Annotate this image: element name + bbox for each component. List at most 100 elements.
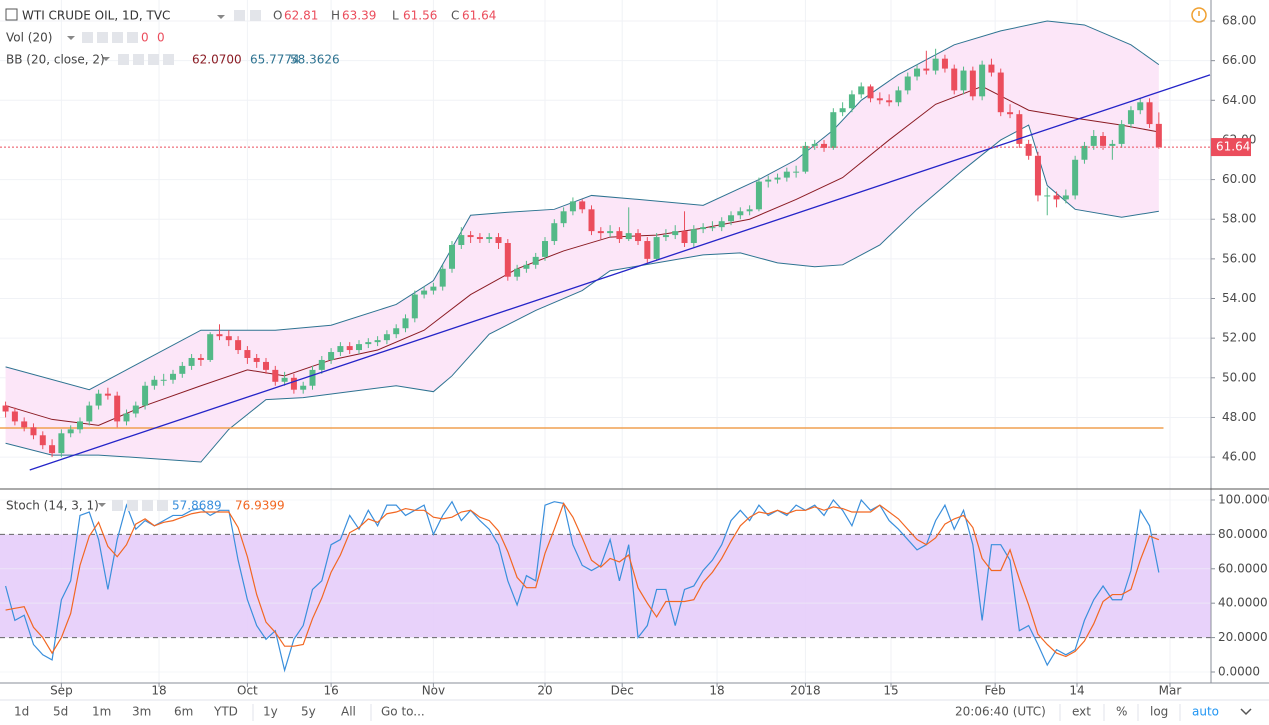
candle-body (365, 342, 372, 345)
candle-body (393, 328, 400, 335)
candle-body (997, 72, 1004, 113)
candle-body (988, 64, 995, 73)
x-tick-label: Dec (611, 684, 634, 698)
candle-body (811, 143, 818, 146)
candle-body (802, 145, 809, 172)
toolbar-clock[interactable]: 20:06:40 (UTC) (955, 705, 1046, 719)
toolbar-menu[interactable] (1240, 708, 1252, 716)
candle-body (1118, 124, 1125, 144)
candle-body (569, 201, 576, 212)
candle-body (523, 264, 530, 269)
candle-body (216, 334, 223, 337)
bb-upper (5, 20, 1160, 391)
x-tick-label: 2018 (790, 684, 821, 698)
candle-body (625, 233, 632, 240)
candle-body (700, 227, 707, 230)
toolbar-button[interactable]: Go to... (381, 705, 425, 719)
toolbar-button[interactable]: YTD (213, 705, 238, 719)
candle-body (1025, 143, 1032, 156)
candle-body (876, 98, 883, 101)
trendline (29, 74, 1211, 471)
candle-body (886, 100, 893, 103)
candle-body (495, 237, 502, 244)
y-tick-label: 68.00 (1222, 14, 1256, 28)
candle-body (839, 108, 846, 113)
toolbar-button[interactable]: 1d (14, 705, 29, 719)
y-tick-label: 60.0000 (1218, 561, 1268, 575)
candle-body (1044, 195, 1051, 197)
stoch-line (5, 498, 1160, 673)
x-tick-label: 15 (883, 684, 898, 698)
toolbar-button[interactable]: 6m (174, 705, 193, 719)
dropdown-caret[interactable] (67, 36, 75, 40)
candle-body (867, 86, 874, 99)
candle-body (1127, 110, 1134, 125)
candle-body (858, 86, 865, 95)
toolbar-button[interactable]: % (1116, 705, 1127, 719)
candle-body (2, 405, 9, 412)
candle-body (225, 336, 232, 341)
candle-body (30, 427, 37, 436)
candle-body (160, 379, 167, 381)
candle-body (904, 76, 911, 91)
bb-fill (5, 21, 1159, 463)
candle-body (979, 64, 986, 97)
candle-body (895, 90, 902, 103)
candle-body (783, 171, 790, 178)
toolbar-button[interactable]: 1y (263, 705, 278, 719)
ohlc-key: H (331, 9, 340, 23)
x-tick-label: Oct (237, 684, 258, 698)
bb-value: 58.3626 (290, 53, 340, 67)
candle-body (411, 294, 418, 319)
toolbar-button[interactable]: ext (1072, 705, 1091, 719)
candle-body (635, 233, 642, 242)
candle-body (374, 340, 381, 343)
candle-body (58, 433, 65, 454)
volume-value: 0 (141, 31, 149, 45)
candle-body (132, 405, 139, 414)
candle-body (67, 429, 74, 434)
candle-body (597, 231, 604, 234)
chart-title: WTI CRUDE OIL, 1D, TVC (22, 9, 170, 23)
collapse-icon[interactable] (5, 8, 18, 21)
candle-body (774, 177, 781, 180)
candle-body (439, 268, 446, 287)
toolbar-button[interactable]: auto (1192, 705, 1219, 719)
y-tick-label: 80.0000 (1218, 527, 1268, 541)
candle-body (383, 334, 390, 341)
candle-body (793, 171, 800, 173)
candle-body (290, 377, 297, 390)
candle-body (718, 221, 725, 228)
candle-body (328, 352, 335, 360)
candle-body (672, 231, 679, 236)
toolbar-button[interactable]: 5y (301, 705, 316, 719)
alert-icon[interactable] (1191, 7, 1207, 23)
bb-lower (5, 124, 1159, 463)
legend-icons (82, 10, 261, 511)
toolbar-button[interactable]: 5d (53, 705, 68, 719)
ohlc-value: 63.39 (342, 9, 376, 23)
toolbar-button[interactable]: 1m (92, 705, 111, 719)
toolbar-button[interactable]: 3m (132, 705, 151, 719)
candle-body (86, 405, 93, 422)
candle-body (941, 58, 948, 69)
dropdown-caret[interactable] (217, 15, 225, 19)
candle-body (476, 237, 483, 240)
candle-body (169, 373, 176, 380)
dropdown-caret[interactable] (98, 503, 106, 507)
candle-body (244, 350, 251, 358)
toolbar-button[interactable]: log (1150, 705, 1168, 719)
candle-body (504, 243, 511, 277)
dropdown-caret[interactable] (102, 57, 110, 61)
candle-body (551, 223, 558, 242)
candle-body (532, 256, 539, 265)
candle-body (197, 357, 204, 360)
candle-body (430, 286, 437, 291)
y-tick-label: 20.0000 (1218, 630, 1268, 644)
candle-body (337, 346, 344, 353)
candle-body (467, 235, 474, 238)
x-tick-label: 18 (709, 684, 724, 698)
toolbar-button[interactable]: All (341, 705, 356, 719)
candle-body (235, 340, 242, 351)
